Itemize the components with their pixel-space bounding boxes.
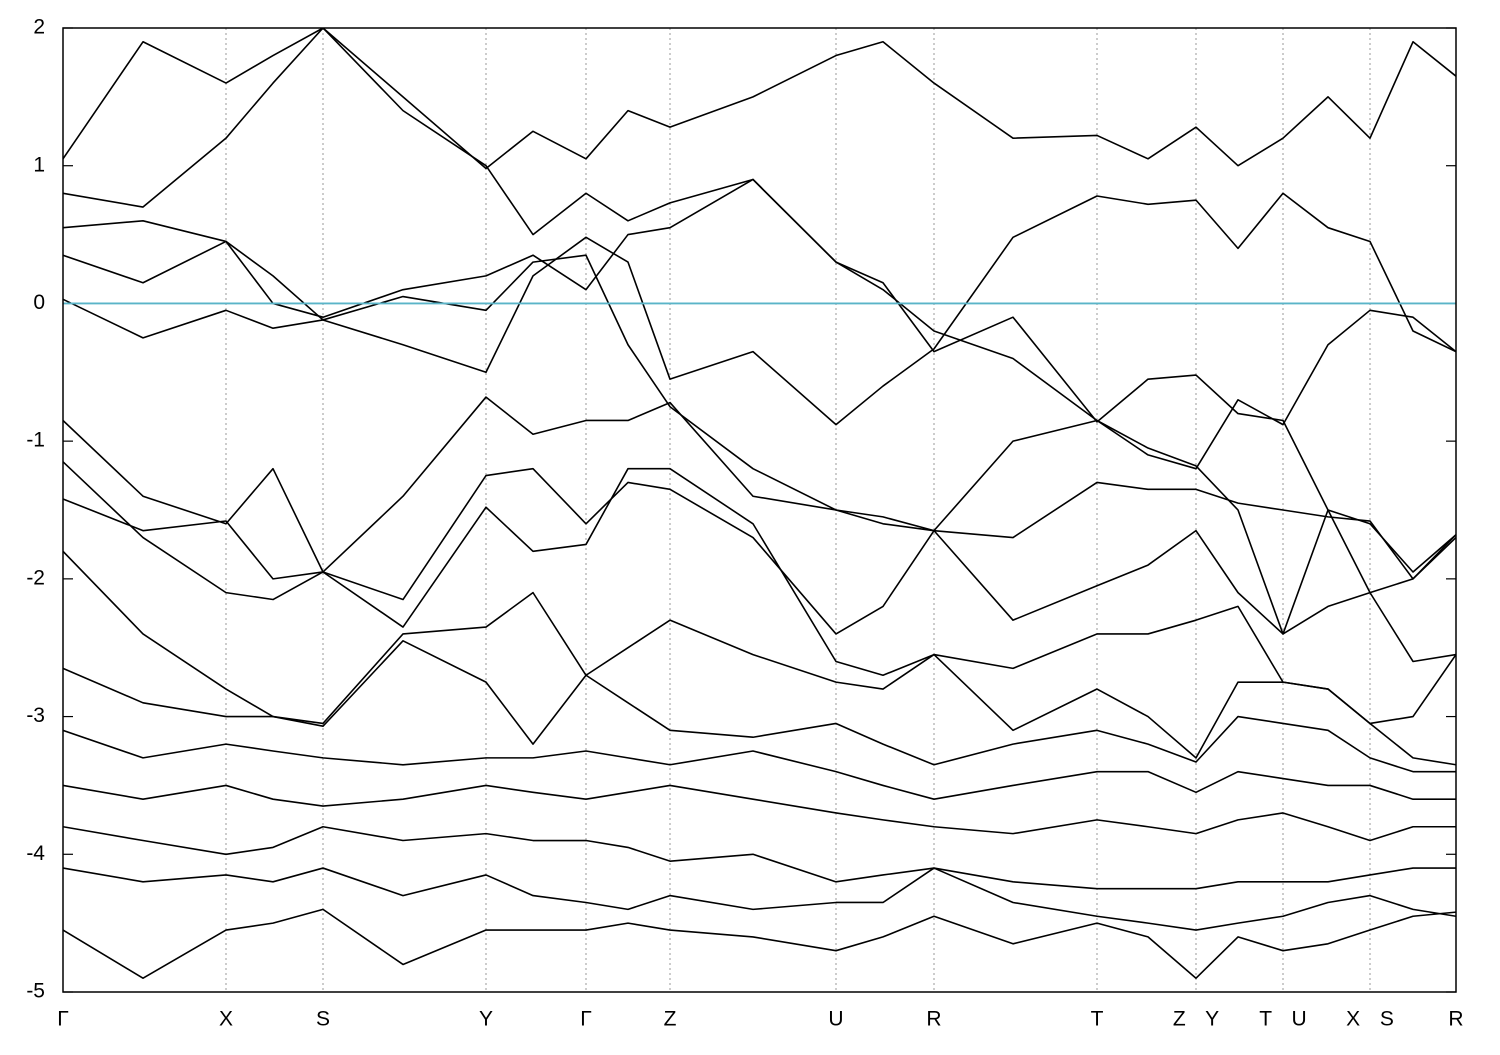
tick-labels: -5 -4 -3 -2 -1 0 1 2 Γ X S Y Γ Z U R T Z Y T U X S R [26,16,1463,1031]
x-tick-label: Y [479,1008,493,1031]
x-tick-label: X [219,1008,233,1031]
band-line [63,467,1456,725]
band-line [63,461,1456,663]
band-line [63,825,1456,890]
band-line [63,908,1456,980]
band-line [63,28,1456,170]
band-line [63,240,1456,532]
x-tick-label: Z Y [1173,1008,1219,1031]
x-tick-label: R [926,1008,941,1031]
x-tick-label: T [1091,1008,1104,1031]
y-tick-label: -2 [26,566,45,589]
band-line [63,784,1456,842]
y-tick-label: -1 [26,429,45,452]
x-tick-label: R [1448,1008,1463,1031]
y-tick-label: -3 [26,704,45,727]
x-tick-label: T U [1259,1008,1306,1031]
x-tick-label: S [316,1008,330,1031]
band-line [63,192,1456,426]
band-line [63,640,1456,773]
y-tick-label: 0 [33,291,45,314]
band-line [63,396,1456,580]
x-tick-label: U [828,1008,843,1031]
x-tick-label: Z [664,1008,677,1031]
x-tick-label: X S [1346,1008,1394,1031]
plot-frame [62,27,1457,993]
band-line [63,550,1456,766]
band-line [63,28,1456,594]
x-tick-label: Γ [580,1008,592,1031]
y-tick-label: -5 [26,980,45,1003]
band-line [63,178,1456,635]
band-line [63,729,1456,801]
x-tick-label: Γ [57,1008,69,1031]
y-tick-label: 1 [33,153,45,176]
y-tick-label: -4 [26,842,45,865]
bands [63,28,1456,980]
band-line [63,867,1456,931]
y-tick-label: 2 [33,16,45,39]
